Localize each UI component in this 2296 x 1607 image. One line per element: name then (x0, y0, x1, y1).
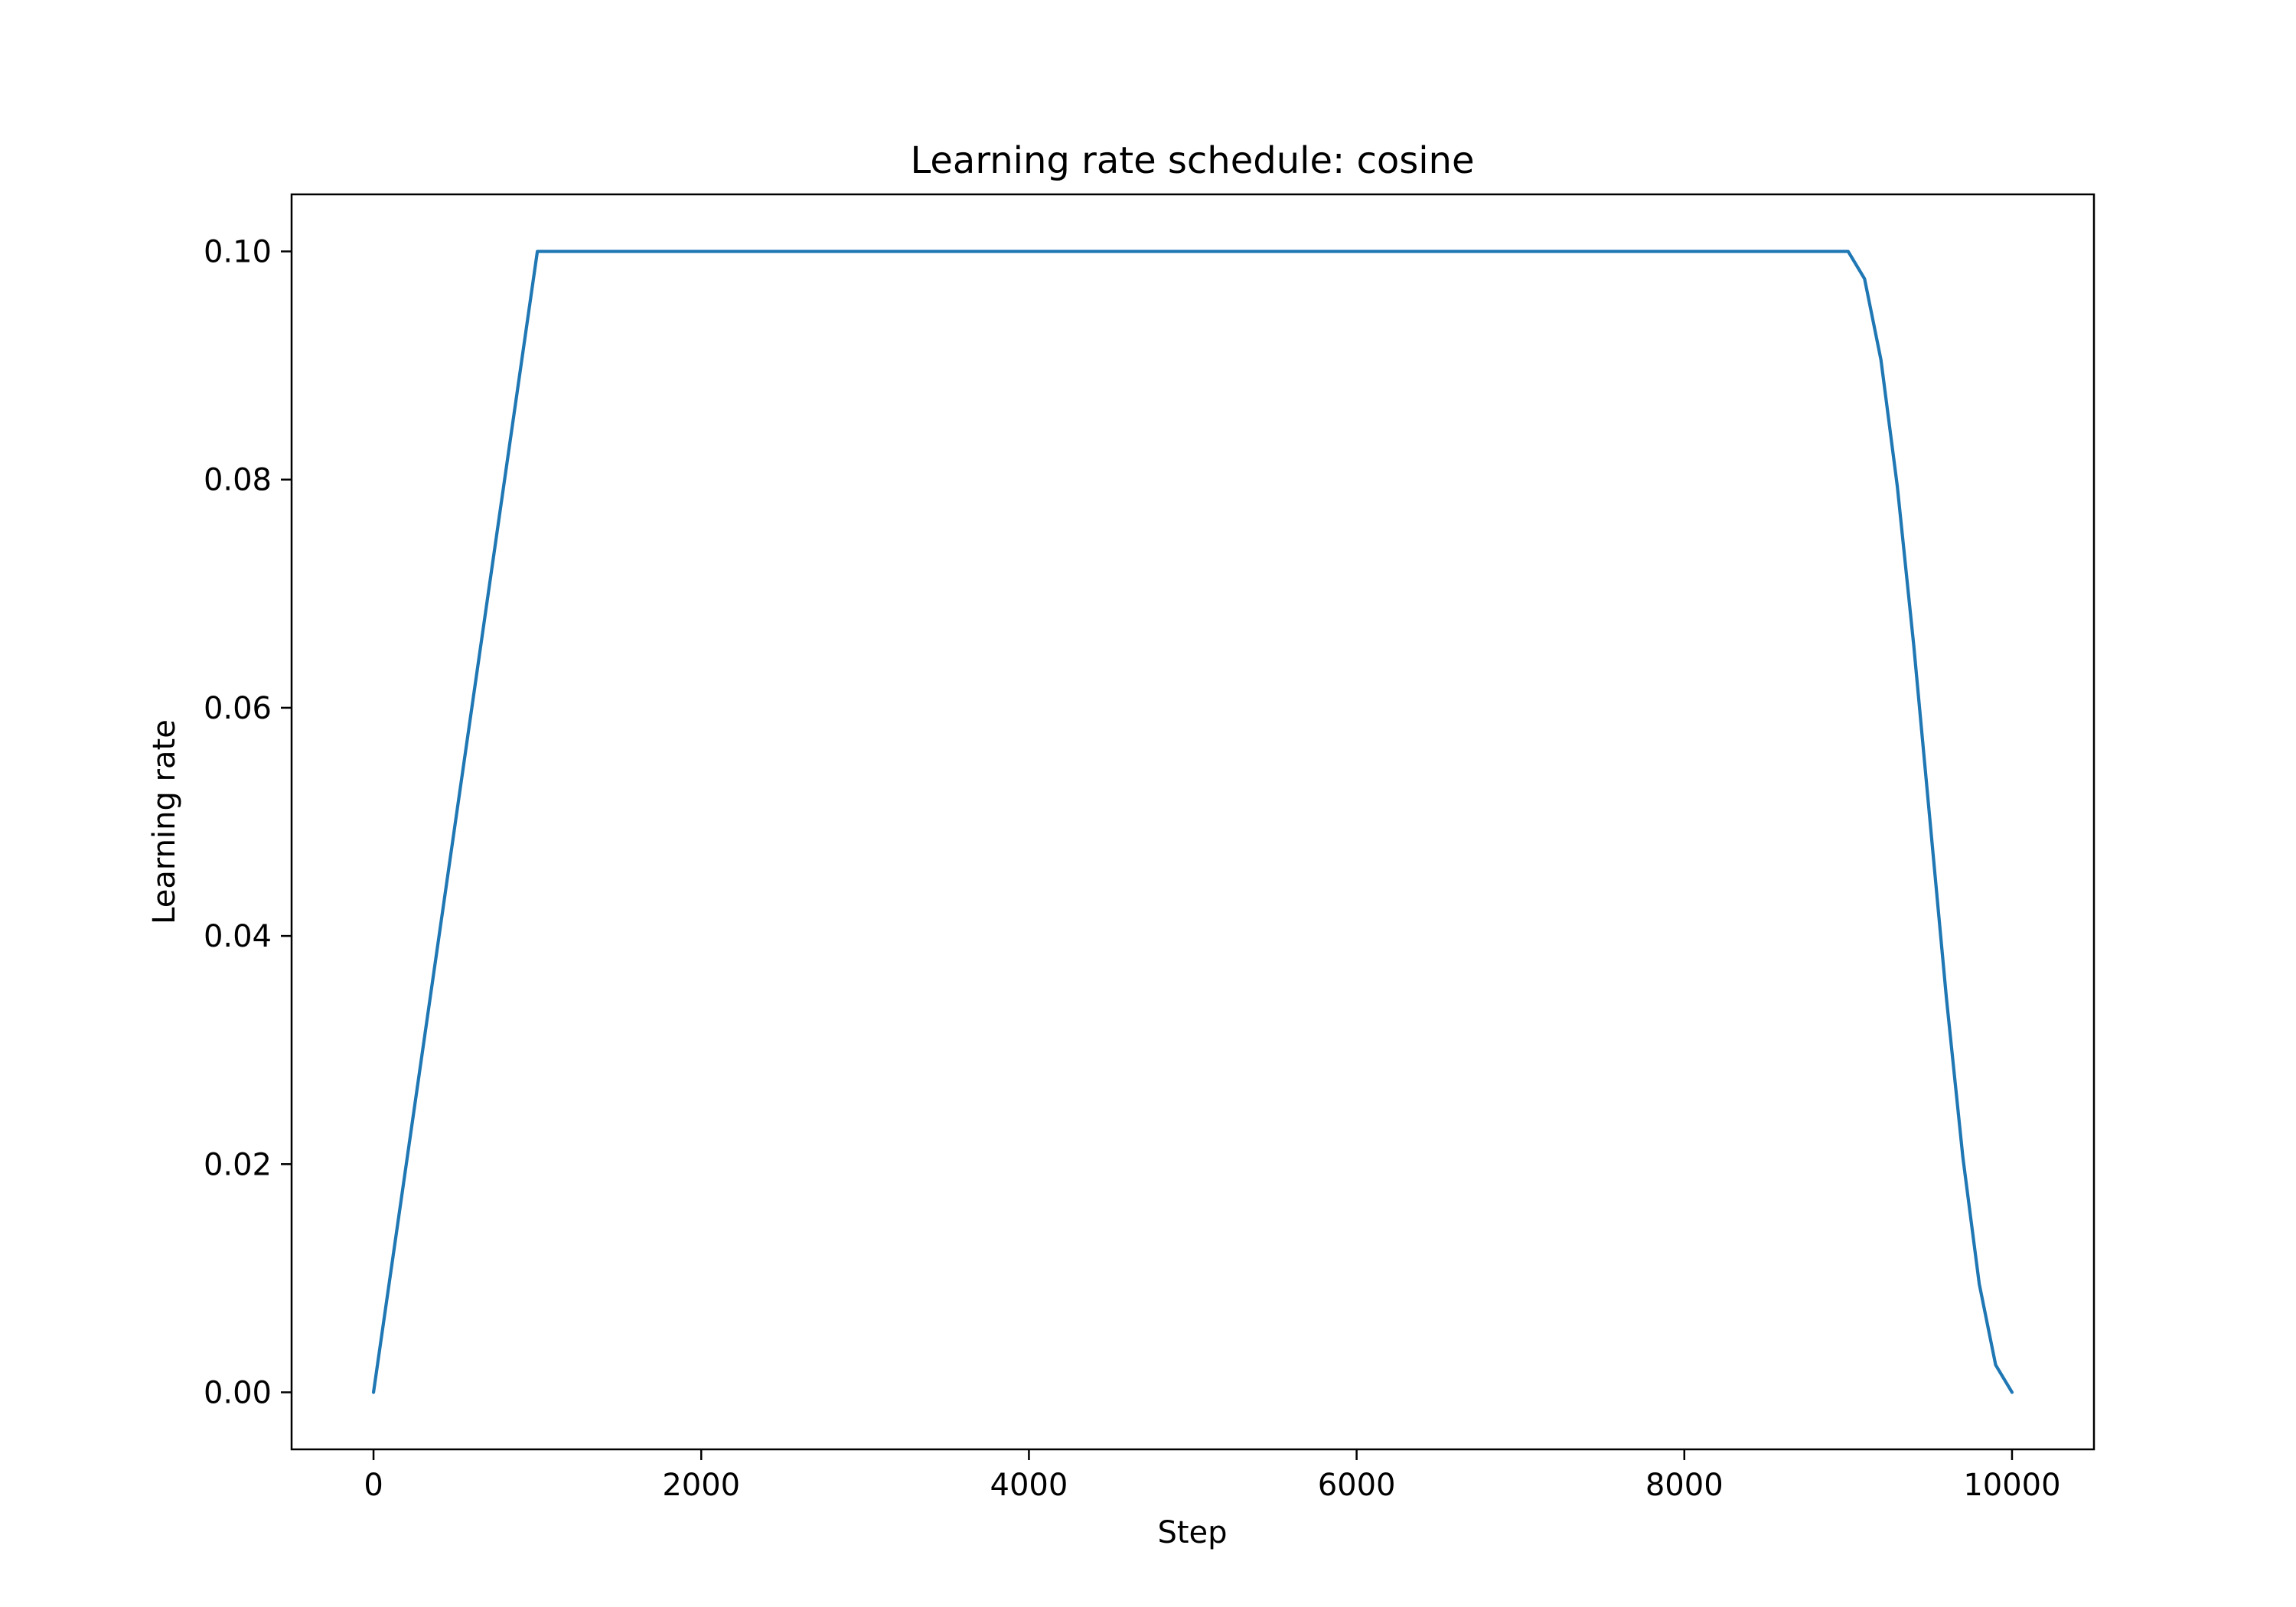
x-axis-label: Step (1157, 1515, 1227, 1550)
plot-frame (290, 193, 2095, 1451)
series-layer (371, 249, 2014, 1394)
y-axis-label: Learning rate (147, 719, 182, 924)
y-tick-label: 0.08 (204, 463, 272, 498)
x-tick-label: 10000 (1963, 1468, 2060, 1503)
y-tick-label: 0.00 (204, 1375, 272, 1410)
x-tick-label: 4000 (990, 1468, 1068, 1503)
y-axis-ticks: 0.00 0.02 0.04 0.06 0.08 0.10 (204, 235, 292, 1410)
y-tick-label: 0.10 (204, 235, 272, 270)
x-tick-label: 8000 (1645, 1468, 1724, 1503)
y-tick-label: 0.04 (204, 919, 272, 954)
plot-background (292, 194, 2094, 1449)
x-tick-label: 6000 (1318, 1468, 1396, 1503)
y-tick-label: 0.06 (204, 691, 272, 726)
y-tick-label: 0.02 (204, 1147, 272, 1182)
chart-title: Learning rate schedule: cosine (911, 139, 1475, 182)
x-tick-label: 2000 (662, 1468, 740, 1503)
x-tick-label: 0 (364, 1468, 383, 1503)
x-axis-ticks: 0 2000 4000 6000 8000 10000 (364, 1449, 2061, 1503)
learning-rate-line (371, 249, 2014, 1394)
